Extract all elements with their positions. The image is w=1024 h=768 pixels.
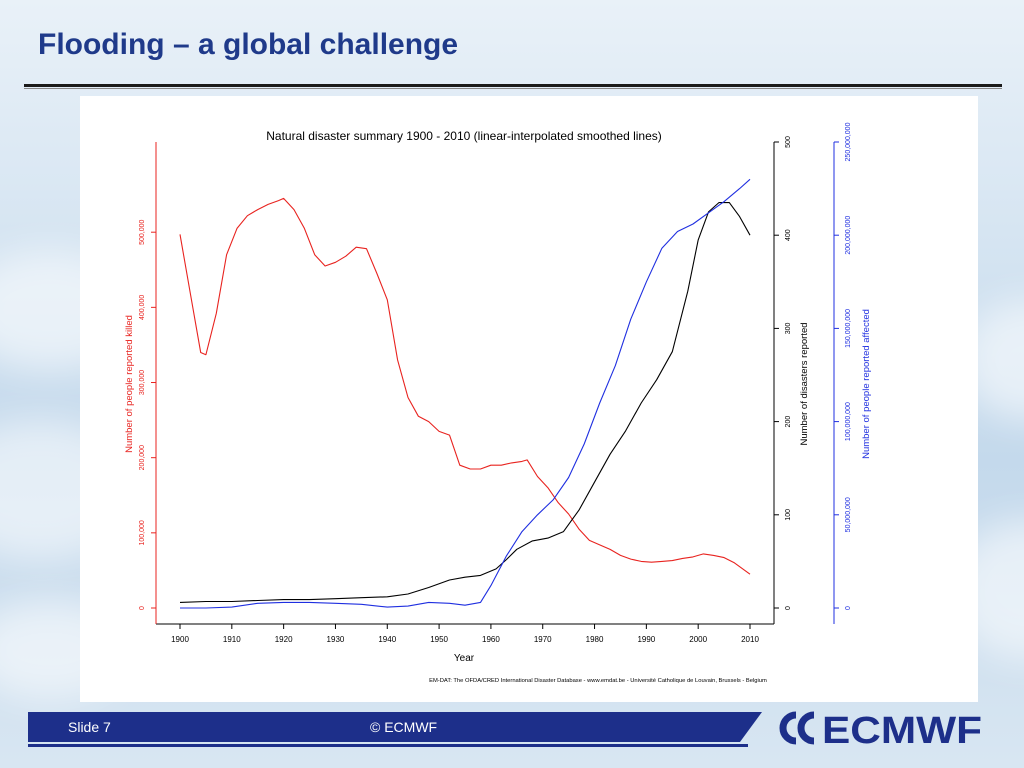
x-tick-label: 1950 bbox=[430, 635, 448, 644]
right-tick-label: 100 bbox=[785, 509, 792, 521]
right-tick-label: 500 bbox=[785, 136, 792, 148]
right-tick-label: 0 bbox=[785, 606, 792, 610]
left-tick-label: 100,000 bbox=[139, 520, 146, 545]
killed-series-line bbox=[179, 197, 751, 575]
x-tick-label: 1930 bbox=[327, 635, 345, 644]
x-tick-label: 2000 bbox=[689, 635, 707, 644]
x-tick-label: 1960 bbox=[482, 635, 500, 644]
x-tick-label: 2010 bbox=[741, 635, 759, 644]
x-tick-label: 1970 bbox=[534, 635, 552, 644]
right-tick-label: 300 bbox=[785, 322, 792, 334]
footer-band bbox=[28, 712, 762, 742]
x-tick-label: 1940 bbox=[378, 635, 396, 644]
right2-tick-label: 0 bbox=[845, 606, 852, 610]
x-tick-label: 1920 bbox=[275, 635, 293, 644]
left-tick-label: 300,000 bbox=[139, 370, 146, 395]
left-tick-label: 400,000 bbox=[139, 295, 146, 320]
disaster-chart: Natural disaster summary 1900 - 2010 (li… bbox=[124, 122, 872, 684]
x-tick-label: 1980 bbox=[586, 635, 604, 644]
left-axis-label: Number of people reported killed bbox=[124, 315, 135, 453]
right2-tick-label: 150,000,000 bbox=[845, 309, 852, 348]
affected-series-line bbox=[180, 178, 751, 609]
right-axis-label: Number of disasters reported bbox=[799, 322, 810, 445]
ecmwf-logo: ECMWF bbox=[779, 710, 982, 750]
chart-panel: Natural disaster summary 1900 - 2010 (li… bbox=[80, 96, 978, 702]
left-tick-label: 500,000 bbox=[139, 219, 146, 244]
ecmwf-logo-mark bbox=[779, 711, 815, 745]
left-tick-label: 200,000 bbox=[139, 445, 146, 470]
x-axis-label: Year bbox=[454, 653, 475, 664]
right2-tick-label: 50,000,000 bbox=[845, 497, 852, 532]
ecmwf-logo-text: ECMWF bbox=[822, 710, 982, 750]
x-tick-label: 1990 bbox=[637, 635, 655, 644]
right-tick-label: 200 bbox=[785, 416, 792, 428]
footer-copyright: © ECMWF bbox=[370, 719, 438, 735]
right2-tick-label: 250,000,000 bbox=[845, 122, 852, 161]
x-tick-label: 1910 bbox=[223, 635, 241, 644]
x-tick-label: 1900 bbox=[171, 635, 189, 644]
disasters-series-line bbox=[179, 202, 751, 603]
slide-number: Slide 7 bbox=[68, 719, 111, 735]
right-tick-label: 400 bbox=[785, 229, 792, 241]
title-divider-thin bbox=[24, 88, 1002, 89]
right2-axis-label: Number of people reported affected bbox=[861, 309, 872, 459]
footer-accent bbox=[28, 744, 748, 747]
chart-title: Natural disaster summary 1900 - 2010 (li… bbox=[266, 129, 662, 143]
right2-tick-label: 100,000,000 bbox=[845, 402, 852, 441]
right2-tick-label: 200,000,000 bbox=[845, 216, 852, 255]
title-divider bbox=[24, 84, 1002, 87]
left-tick-label: 0 bbox=[139, 606, 146, 610]
source-note: EM-DAT: The OFDA/CRED International Disa… bbox=[429, 678, 767, 684]
slide-title: Flooding – a global challenge bbox=[38, 28, 459, 61]
